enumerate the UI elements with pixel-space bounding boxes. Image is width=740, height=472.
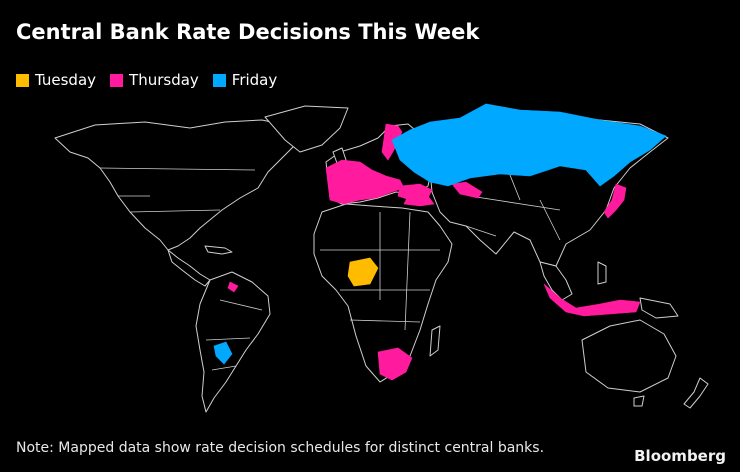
country-trinidad (227, 281, 239, 293)
country-south-africa (377, 347, 413, 381)
land-new-zealand (683, 377, 709, 409)
friday-countries (213, 103, 667, 365)
land-philippines (597, 261, 607, 285)
legend: Tuesday Thursday Friday (16, 71, 291, 89)
thursday-countries (227, 123, 641, 381)
land-new-guinea (639, 297, 679, 319)
country-japan (603, 183, 627, 219)
land-greenland (264, 105, 349, 153)
chart-title: Central Bank Rate Decisions This Week (16, 20, 480, 44)
land-australia (581, 319, 677, 393)
legend-swatch-friday (212, 73, 226, 87)
world-map (54, 103, 709, 413)
land-north-america (54, 119, 301, 251)
legend-item-friday: Friday (212, 71, 278, 89)
borders-north-america (99, 167, 256, 213)
tuesday-countries (347, 257, 379, 287)
land-central-america (167, 249, 211, 287)
country-russia (391, 103, 667, 187)
land-south-america (195, 271, 271, 413)
legend-swatch-thursday (110, 73, 124, 87)
land-tasmania (633, 395, 645, 407)
borders-asia (465, 149, 561, 241)
borders-south-america (205, 299, 263, 371)
country-nigeria (347, 257, 379, 287)
legend-item-tuesday: Tuesday (16, 71, 96, 89)
footnote: Note: Mapped data show rate decision sch… (16, 440, 545, 456)
borders-africa (320, 211, 440, 331)
country-paraguay (213, 341, 233, 365)
land-africa (313, 203, 453, 383)
country-norway (381, 123, 403, 161)
country-georgia (451, 181, 483, 199)
country-egypt (403, 195, 435, 207)
land-caribbean (204, 245, 233, 255)
legend-label-tuesday: Tuesday (35, 71, 97, 89)
country-indonesia (543, 283, 641, 317)
legend-label-thursday: Thursday (129, 71, 199, 89)
land-southeast-asia (539, 261, 573, 301)
legend-swatch-tuesday (16, 73, 29, 87)
legend-label-friday: Friday (231, 71, 278, 89)
legend-item-thursday: Thursday (110, 71, 199, 89)
bloomberg-logo: Bloomberg (634, 447, 726, 465)
land-madagascar (429, 325, 441, 357)
